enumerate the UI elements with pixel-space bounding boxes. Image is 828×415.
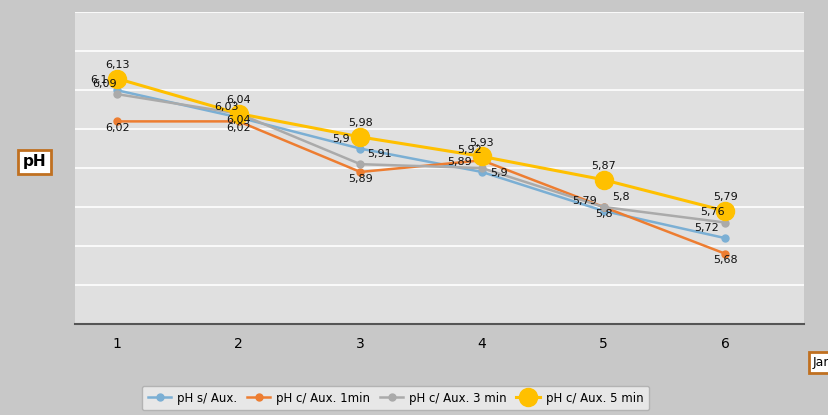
Text: 5,98: 5,98 xyxy=(348,118,373,128)
pH c/ Aux. 3 min xyxy=(476,166,486,171)
Text: pH: pH xyxy=(22,154,46,169)
Line: pH c/ Aux. 1min: pH c/ Aux. 1min xyxy=(113,118,728,257)
pH s/ Aux. xyxy=(233,115,243,120)
Text: 6,03: 6,03 xyxy=(214,103,238,112)
pH c/ Aux. 5 min xyxy=(112,76,122,81)
Text: 6,04: 6,04 xyxy=(226,115,251,125)
pH c/ Aux. 1min xyxy=(720,251,729,256)
pH s/ Aux. xyxy=(476,169,486,174)
Text: 5,8: 5,8 xyxy=(611,192,629,202)
pH s/ Aux. xyxy=(720,236,729,241)
pH s/ Aux. xyxy=(112,88,122,93)
Text: 5,79: 5,79 xyxy=(572,196,597,206)
Text: 6,13: 6,13 xyxy=(105,60,129,70)
pH c/ Aux. 1min xyxy=(598,205,608,210)
pH c/ Aux. 3 min xyxy=(720,220,729,225)
Text: 5,68: 5,68 xyxy=(712,255,737,265)
pH c/ Aux. 1min xyxy=(112,119,122,124)
pH c/ Aux. 3 min xyxy=(598,205,608,210)
Text: 6,1: 6,1 xyxy=(89,75,108,85)
Text: Jarros: Jarros xyxy=(811,356,828,369)
Text: 5,87: 5,87 xyxy=(590,161,615,171)
Line: pH s/ Aux.: pH s/ Aux. xyxy=(113,87,728,242)
pH c/ Aux. 5 min xyxy=(720,208,729,213)
Text: 6,04: 6,04 xyxy=(226,95,251,105)
pH c/ Aux. 5 min xyxy=(598,177,608,182)
pH s/ Aux. xyxy=(355,146,365,151)
Text: 5,92: 5,92 xyxy=(456,145,481,155)
Text: 5,9: 5,9 xyxy=(331,134,349,144)
Line: pH c/ Aux. 3 min: pH c/ Aux. 3 min xyxy=(113,91,728,226)
Text: 5,89: 5,89 xyxy=(348,173,373,183)
Text: 5,9: 5,9 xyxy=(490,168,508,178)
Text: 5,93: 5,93 xyxy=(469,138,493,148)
pH c/ Aux. 3 min xyxy=(112,92,122,97)
Text: 6,02: 6,02 xyxy=(226,123,251,133)
pH c/ Aux. 1min xyxy=(355,169,365,174)
Text: 5,91: 5,91 xyxy=(367,149,392,159)
pH c/ Aux. 5 min xyxy=(476,154,486,159)
Legend: pH s/ Aux., pH c/ Aux. 1min, pH c/ Aux. 3 min, pH c/ Aux. 5 min: pH s/ Aux., pH c/ Aux. 1min, pH c/ Aux. … xyxy=(142,386,648,410)
Text: 6,09: 6,09 xyxy=(93,79,117,89)
Text: 5,76: 5,76 xyxy=(700,208,724,217)
pH c/ Aux. 3 min xyxy=(355,162,365,167)
pH c/ Aux. 5 min xyxy=(355,134,365,139)
pH c/ Aux. 1min xyxy=(476,158,486,163)
pH c/ Aux. 5 min xyxy=(233,111,243,116)
Text: 5,89: 5,89 xyxy=(447,157,472,167)
pH c/ Aux. 3 min xyxy=(233,111,243,116)
Line: pH c/ Aux. 5 min: pH c/ Aux. 5 min xyxy=(108,70,734,220)
Text: 5,79: 5,79 xyxy=(712,192,737,202)
Text: 5,8: 5,8 xyxy=(594,209,612,219)
Text: 5,72: 5,72 xyxy=(693,223,718,233)
Text: 6,02: 6,02 xyxy=(104,123,129,133)
pH s/ Aux. xyxy=(598,208,608,213)
pH c/ Aux. 1min xyxy=(233,119,243,124)
